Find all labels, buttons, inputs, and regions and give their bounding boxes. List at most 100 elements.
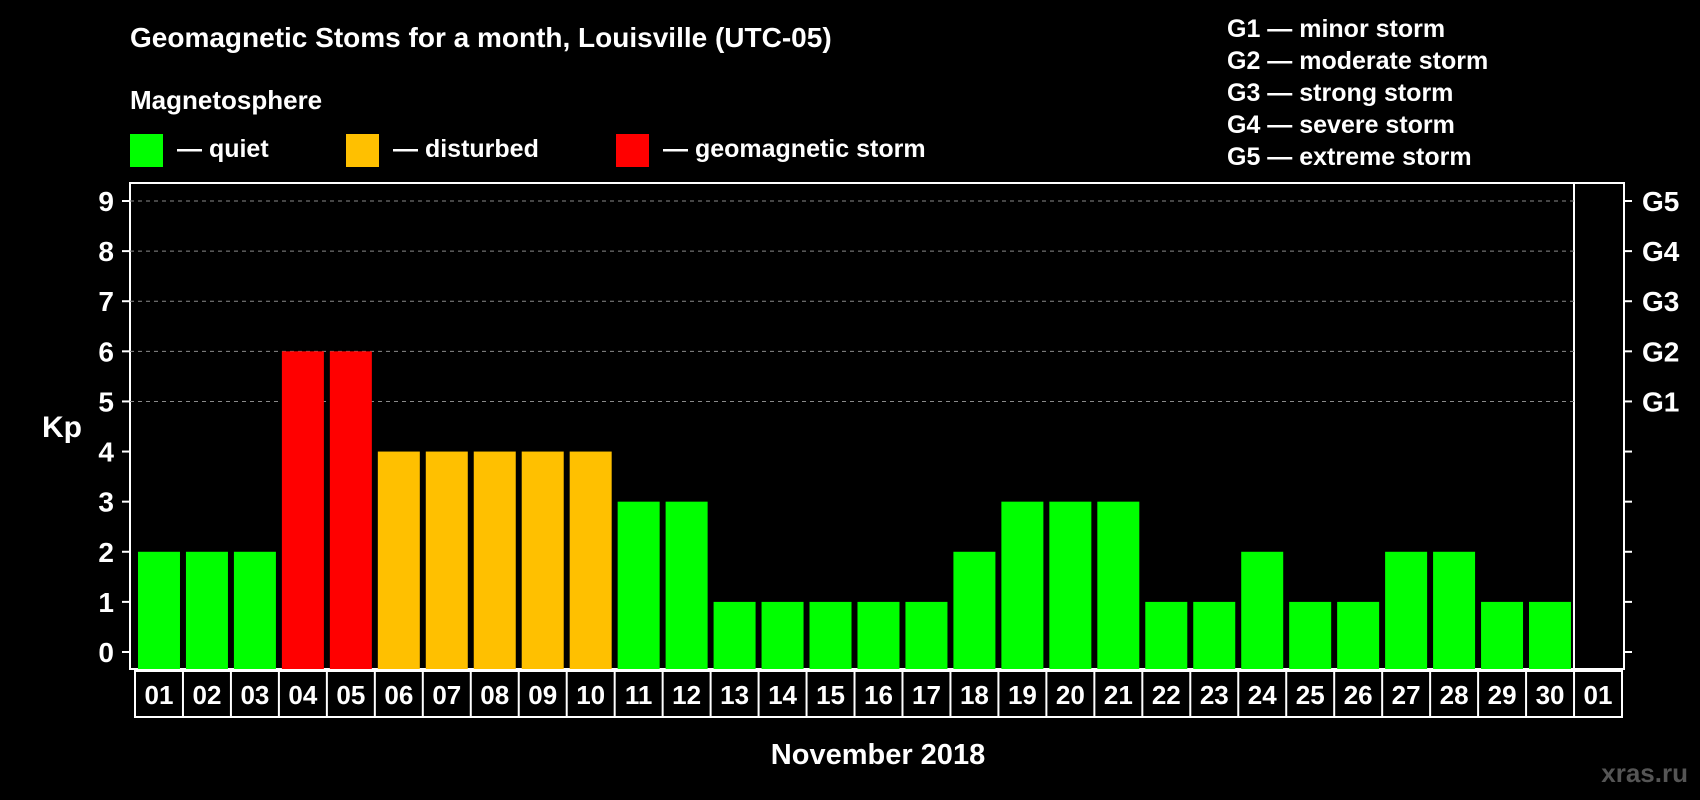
kp-bar <box>1433 551 1476 669</box>
kp-bar <box>1145 601 1188 669</box>
date-axis-frame <box>134 670 1623 718</box>
date-label: 24 <box>1248 680 1277 710</box>
y-tick-label: 7 <box>98 286 114 317</box>
storm-level-label: G4 <box>1642 236 1680 267</box>
date-label: 02 <box>192 680 221 710</box>
y-tick-label: 8 <box>98 236 114 267</box>
kp-bar <box>713 601 756 669</box>
kp-bar <box>473 451 516 669</box>
date-label: 28 <box>1440 680 1469 710</box>
y-tick-label: 9 <box>98 186 114 217</box>
date-label: 11 <box>625 680 653 710</box>
kp-bar <box>1193 601 1236 669</box>
date-label: 20 <box>1056 680 1085 710</box>
date-label: 19 <box>1008 680 1037 710</box>
chart-title: Geomagnetic Stoms for a month, Louisvill… <box>130 22 832 53</box>
y-tick-label: 1 <box>98 587 114 618</box>
x-axis-label: November 2018 <box>771 739 985 771</box>
date-label: 08 <box>480 680 509 710</box>
kp-bar <box>233 551 276 669</box>
date-label: 01 <box>145 680 174 710</box>
kp-bar <box>857 601 900 669</box>
date-label: 29 <box>1488 680 1517 710</box>
legend: — quiet — disturbed — geomagnetic storm <box>130 134 926 167</box>
date-label: 30 <box>1536 680 1565 710</box>
storm-scale-g3: G3 — strong storm <box>1227 79 1453 107</box>
kp-bar <box>1241 551 1284 669</box>
date-axis: 01 02 03 04 05 06 07 08 09 10 11 12 13 14 15 16 17 18 19 20… <box>134 670 1623 718</box>
date-label: 05 <box>336 680 365 710</box>
legend-label-storm: — geomagnetic storm <box>663 135 926 163</box>
storm-level-label: G5 <box>1642 186 1679 217</box>
kp-bar <box>1337 601 1380 669</box>
kp-bar <box>953 551 996 669</box>
date-label: 26 <box>1344 680 1373 710</box>
date-label: 22 <box>1152 680 1181 710</box>
y-tick-label: 3 <box>98 487 114 518</box>
storm-scale-g5: G5 — extreme storm <box>1227 143 1472 171</box>
kp-bar <box>1289 601 1332 669</box>
date-label: 25 <box>1296 680 1325 710</box>
date-label: 12 <box>672 680 701 710</box>
y-axis-label: Kp <box>42 411 82 444</box>
kp-bar <box>281 351 324 669</box>
kp-bar <box>1049 501 1092 669</box>
date-label: 27 <box>1392 680 1421 710</box>
kp-bar <box>1529 601 1572 669</box>
date-label: 14 <box>768 680 797 710</box>
date-label: 09 <box>528 680 557 710</box>
y-tick-label: 6 <box>98 336 114 367</box>
date-label: 07 <box>432 680 461 710</box>
legend-swatch-quiet <box>130 134 163 167</box>
kp-bar <box>1385 551 1428 669</box>
date-label: 01 <box>1584 680 1613 710</box>
kp-bar <box>1097 501 1140 669</box>
date-label: 17 <box>912 680 941 710</box>
kp-bar <box>665 501 708 669</box>
bars <box>137 351 1572 669</box>
y-tick-label: 4 <box>98 437 114 468</box>
y-tick-label: 5 <box>98 386 114 417</box>
kp-bar <box>569 451 612 669</box>
kp-bar <box>137 551 180 669</box>
kp-bar <box>1481 601 1524 669</box>
kp-bar <box>521 451 564 669</box>
watermark: xras.ru <box>1601 758 1688 788</box>
kp-bar <box>1001 501 1044 669</box>
storm-scale-g1: G1 — minor storm <box>1227 15 1445 43</box>
storm-level-label: G3 <box>1642 286 1679 317</box>
storm-level-label: G2 <box>1642 336 1679 367</box>
date-label: 04 <box>288 680 317 710</box>
date-label: 16 <box>864 680 893 710</box>
kp-bar <box>617 501 660 669</box>
date-label: 13 <box>720 680 749 710</box>
date-label: 06 <box>384 680 413 710</box>
date-label: 23 <box>1200 680 1229 710</box>
date-label: 10 <box>576 680 605 710</box>
y-tick-label: 2 <box>98 537 114 568</box>
kp-bar <box>809 601 852 669</box>
date-label: 21 <box>1104 680 1133 710</box>
storm-scale-g4: G4 — severe storm <box>1227 111 1455 139</box>
kp-bar <box>905 601 948 669</box>
right-axis: G1 G2 G3 G4 G5 <box>1624 186 1680 653</box>
y-tick-label: 0 <box>98 637 114 668</box>
kp-bar <box>377 451 420 669</box>
kp-bar <box>761 601 804 669</box>
date-label: 18 <box>960 680 989 710</box>
kp-bar <box>425 451 468 669</box>
legend-heading: Magnetosphere <box>130 85 322 115</box>
legend-swatch-disturbed <box>346 134 379 167</box>
left-axis: 0 1 2 3 4 5 6 7 8 9 <box>98 186 130 668</box>
kp-bar <box>185 551 228 669</box>
storm-level-label: G1 <box>1642 386 1679 417</box>
legend-label-quiet: — quiet <box>177 135 269 163</box>
legend-swatch-storm <box>616 134 649 167</box>
date-label: 03 <box>240 680 269 710</box>
legend-label-disturbed: — disturbed <box>393 135 539 163</box>
date-label: 15 <box>816 680 845 710</box>
storm-scale-legend: G1 — minor storm G2 — moderate storm G3 … <box>1227 15 1488 171</box>
storm-scale-g2: G2 — moderate storm <box>1227 47 1488 75</box>
kp-bar <box>329 351 372 669</box>
